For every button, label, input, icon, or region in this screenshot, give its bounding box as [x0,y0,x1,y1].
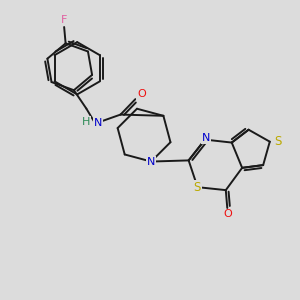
Text: H: H [82,117,90,127]
Text: F: F [61,16,67,26]
Text: S: S [193,181,201,194]
Text: N: N [147,157,155,166]
Text: N: N [201,133,210,143]
Text: O: O [223,209,232,220]
Text: N: N [94,118,102,128]
Text: O: O [137,89,146,99]
Text: S: S [274,135,282,148]
